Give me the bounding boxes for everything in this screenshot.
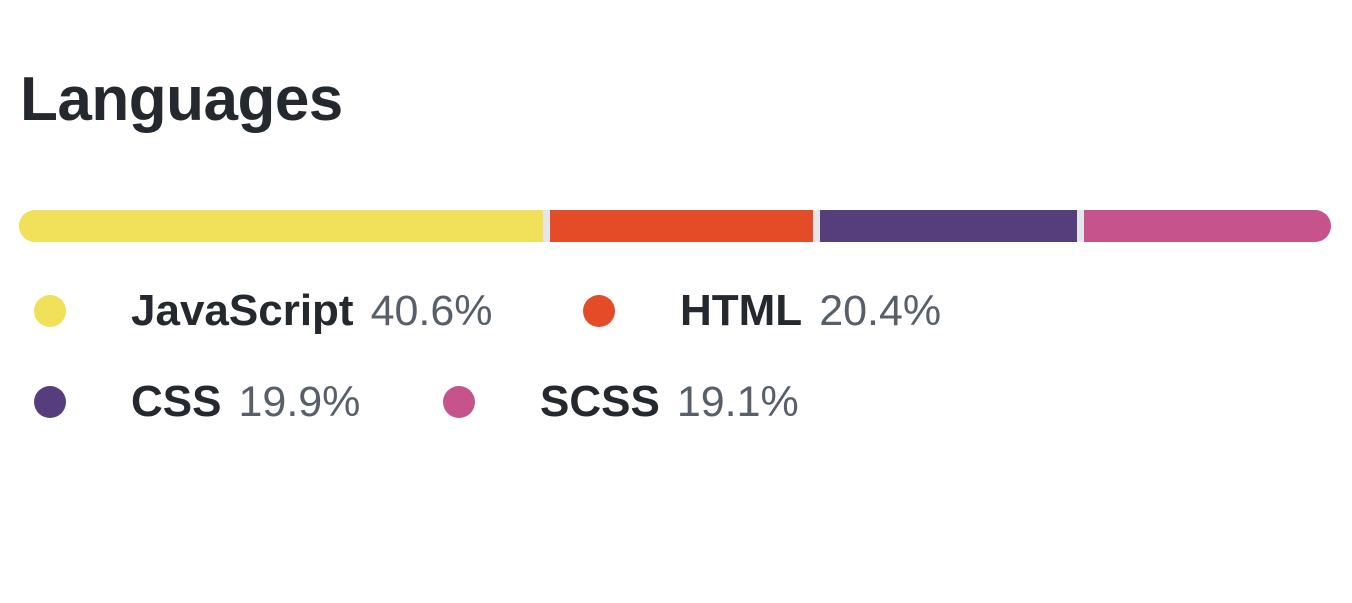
language-progress-bar <box>19 210 1331 242</box>
legend-item-scss[interactable]: SCSS 19.1% <box>443 372 799 432</box>
color-dot-icon <box>443 386 475 418</box>
language-name: SCSS <box>540 377 660 426</box>
language-percent: 19.1% <box>676 377 799 426</box>
legend-item-html[interactable]: HTML 20.4% <box>583 281 941 341</box>
legend-item-css[interactable]: CSS 19.9% <box>34 372 360 432</box>
color-dot-icon <box>34 295 66 327</box>
color-dot-icon <box>583 295 615 327</box>
language-percent: 19.9% <box>238 377 361 426</box>
legend-item-javascript[interactable]: JavaScript 40.6% <box>34 281 493 341</box>
progress-segment-css[interactable] <box>820 210 1077 242</box>
progress-segment-javascript[interactable] <box>19 210 543 242</box>
language-percent: 20.4% <box>819 286 942 335</box>
color-dot-icon <box>34 386 66 418</box>
language-name: JavaScript <box>131 286 354 335</box>
languages-heading: Languages <box>20 65 343 134</box>
language-percent: 40.6% <box>370 286 493 335</box>
progress-segment-scss[interactable] <box>1084 210 1331 242</box>
language-name: HTML <box>680 286 803 335</box>
progress-segment-html[interactable] <box>550 210 813 242</box>
language-name: CSS <box>131 377 222 426</box>
